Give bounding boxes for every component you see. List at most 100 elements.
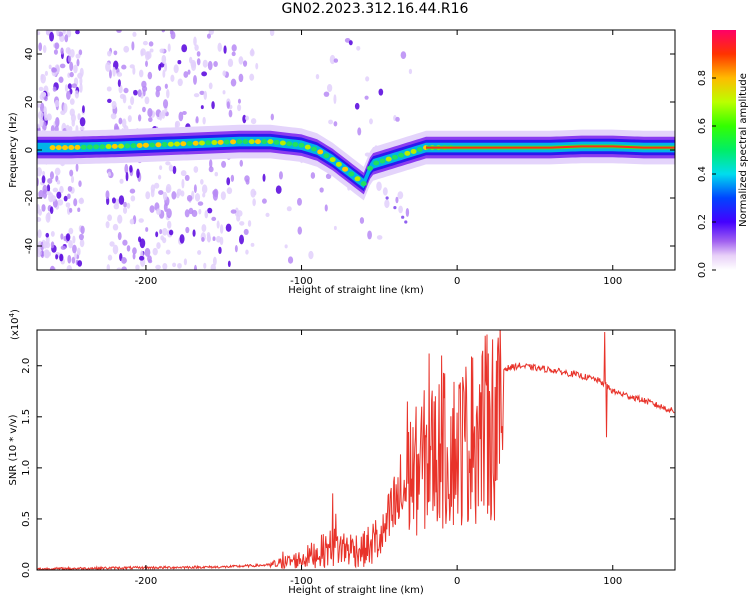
noise-point	[69, 169, 74, 177]
noise-point	[408, 68, 413, 75]
ridge-core-blob	[192, 140, 199, 146]
noise-point	[364, 95, 369, 100]
noise-point	[74, 252, 77, 260]
noise-point	[118, 195, 125, 205]
noise-point	[49, 31, 54, 42]
noise-point	[219, 236, 224, 246]
ridge-core-blob	[329, 157, 336, 163]
noise-point	[333, 94, 337, 105]
noise-point	[395, 196, 399, 204]
x-tick-label: 0	[454, 276, 460, 287]
noise-point	[63, 103, 68, 114]
y-tick-label: 0.0	[21, 562, 32, 578]
noise-point	[165, 186, 171, 193]
ridge-core-blob	[211, 140, 218, 146]
noise-point	[60, 47, 64, 55]
noise-point	[138, 218, 144, 223]
noise-point	[157, 174, 162, 180]
noise-point	[315, 73, 320, 80]
noise-point	[159, 111, 163, 121]
noise-point	[162, 237, 167, 244]
snr-x-label: Height of straight line (km)	[288, 585, 424, 596]
noise-point	[45, 232, 50, 238]
snr-x-ticks: -200 -100 0 100	[135, 330, 622, 587]
noise-point	[68, 240, 73, 249]
noise-point	[249, 73, 255, 81]
noise-point	[72, 244, 77, 254]
noise-point	[41, 175, 46, 184]
noise-point	[138, 69, 144, 78]
figure-title: GN02.2023.312.16.44.R16	[281, 1, 469, 17]
noise-point	[150, 184, 156, 193]
noise-point	[80, 225, 85, 235]
noise-point	[37, 204, 40, 214]
noise-point	[203, 262, 207, 269]
noise-point	[48, 64, 52, 70]
noise-point	[37, 123, 41, 129]
ridge-core-blob	[55, 145, 62, 151]
colorbar: 0.0 0.2 0.4 0.6 0.8 Normalized spectral ampl…	[697, 30, 749, 278]
noise-point	[121, 266, 127, 270]
noise-point	[168, 164, 174, 172]
noise-point	[109, 69, 112, 79]
ridge-core-blob	[242, 139, 249, 145]
noise-point	[67, 83, 72, 90]
ridge-core-blob	[367, 165, 374, 171]
noise-point	[310, 172, 316, 179]
noise-point	[129, 218, 135, 225]
noise-point	[297, 197, 302, 206]
ridge-core-blob	[279, 140, 286, 146]
noise-point	[165, 161, 171, 166]
noise-point	[159, 165, 163, 171]
noise-point	[42, 184, 48, 195]
noise-point	[196, 51, 201, 57]
ridge-core-blob	[404, 150, 411, 156]
noise-point	[55, 116, 60, 127]
noise-point	[367, 230, 372, 240]
x-tick-label: 100	[603, 276, 622, 287]
noise-point	[201, 224, 207, 233]
noise-point	[164, 62, 168, 72]
noise-point	[105, 221, 110, 229]
noise-point	[62, 30, 66, 35]
noise-point	[67, 254, 72, 264]
noise-point	[145, 227, 149, 232]
noise-point	[275, 185, 282, 194]
noise-point	[161, 54, 167, 64]
noise-point	[141, 80, 147, 89]
ridge-core-blob	[161, 141, 168, 147]
ridge-core-blob	[111, 143, 118, 149]
noise-point	[243, 228, 249, 236]
noise-point	[226, 101, 230, 109]
noise-point	[226, 177, 231, 186]
noise-point	[53, 49, 58, 55]
noise-point	[156, 242, 161, 250]
noise-point	[227, 58, 234, 68]
colorbar-gradient	[712, 30, 736, 270]
noise-point	[208, 30, 214, 35]
noise-point	[398, 205, 403, 214]
noise-point	[72, 235, 76, 244]
noise-point	[68, 227, 74, 235]
noise-point	[226, 187, 233, 195]
noise-point	[193, 166, 199, 173]
noise-point	[218, 246, 222, 255]
ridge-core-blob	[416, 147, 423, 153]
noise-point	[359, 217, 365, 224]
noise-point	[148, 41, 154, 47]
noise-point	[227, 260, 231, 268]
noise-point	[333, 225, 337, 231]
noise-point	[63, 195, 68, 202]
noise-point	[211, 216, 217, 222]
noise-point	[118, 117, 123, 125]
ridge-core-blob	[310, 146, 317, 152]
noise-point	[222, 90, 226, 95]
noise-point	[159, 48, 165, 54]
ridge-core-blob	[174, 141, 181, 147]
noise-point	[193, 36, 197, 47]
noise-point	[194, 44, 199, 51]
noise-point	[132, 253, 136, 260]
noise-point	[116, 267, 122, 270]
ridge-core-blob	[379, 158, 386, 164]
